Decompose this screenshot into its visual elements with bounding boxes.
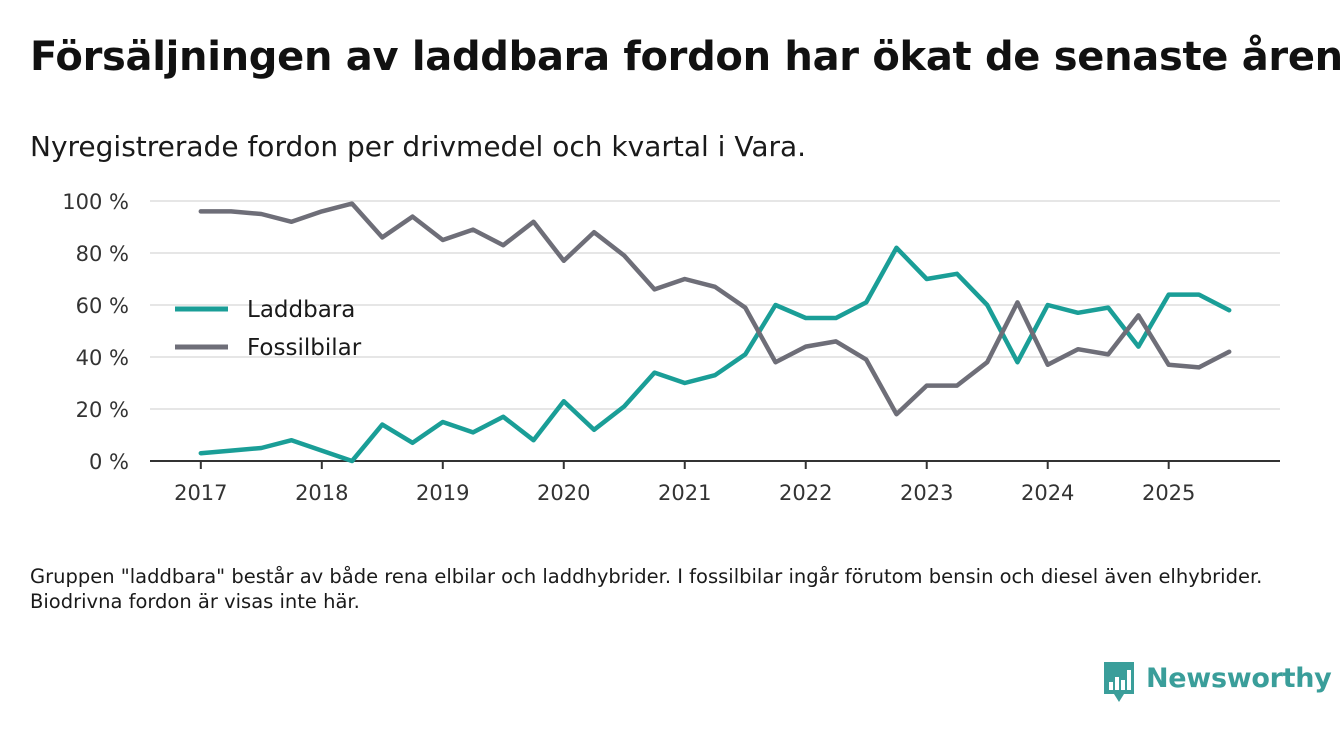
x-tick-label: 2023 [900,481,953,505]
footnote: Gruppen "laddbara" består av både rena e… [30,565,1263,613]
legend-label: Laddbara [247,297,355,323]
legend-label: Fossilbilar [247,335,362,361]
x-tick-label: 2017 [174,481,227,505]
y-tick-label: 40 % [76,346,129,370]
y-tick-label: 0 % [89,450,129,474]
brand-name: Newsworthy [1146,662,1332,694]
x-tick-label: 2025 [1142,481,1195,505]
x-tick-label: 2024 [1021,481,1074,505]
y-tick-label: 20 % [76,398,129,422]
y-tick-label: 100 % [62,190,129,214]
bar-chart-icon [1104,662,1134,702]
chart-title: Försäljningen av laddbara fordon har öka… [30,34,1340,80]
y-tick-label: 60 % [76,294,129,318]
legend: Laddbara Fossilbilar [175,297,362,361]
x-tick-label: 2019 [416,481,469,505]
chart-subtitle: Nyregistrerade fordon per drivmedel och … [30,130,807,163]
x-tick-label: 2021 [658,481,711,505]
x-tick-label: 2018 [295,481,348,505]
x-tick-label: 2020 [537,481,590,505]
y-tick-label: 80 % [76,242,129,266]
newsworthy-logo: Newsworthy [1102,660,1332,704]
x-tick-label: 2022 [779,481,832,505]
